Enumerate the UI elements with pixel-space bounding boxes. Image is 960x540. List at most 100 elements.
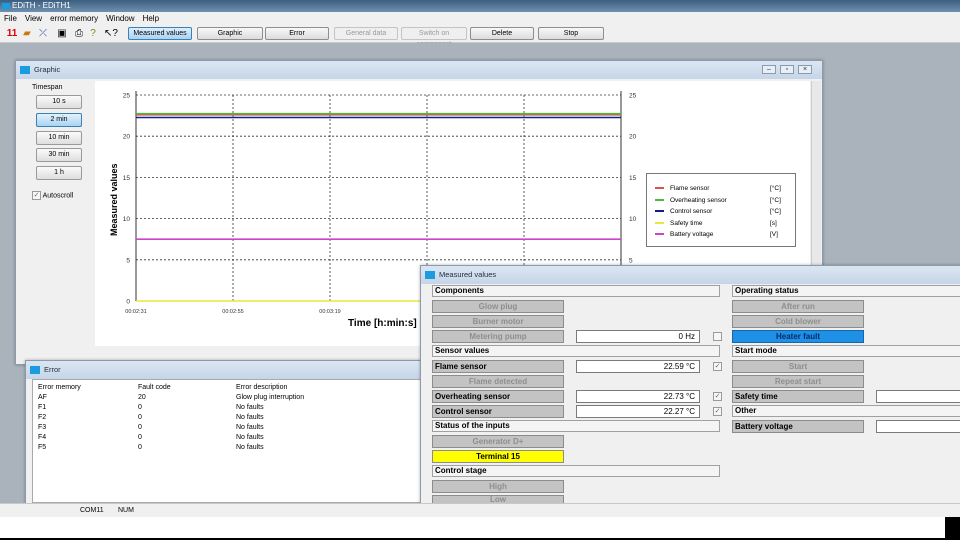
- flame-sensor-checkbox[interactable]: ✓: [713, 362, 722, 371]
- operating-status-header: Operating status: [732, 285, 960, 297]
- menu-file[interactable]: File: [4, 14, 17, 23]
- x-tick-label: 00:02:55: [222, 309, 243, 315]
- error-row[interactable]: F1 0 No faults: [38, 402, 428, 412]
- error-button[interactable]: Error: [265, 27, 329, 40]
- help-icon[interactable]: ?: [90, 28, 96, 39]
- battery-voltage-value: [876, 420, 960, 433]
- vertical-scrollbar[interactable]: [811, 81, 821, 361]
- fault-code-cell: 0: [138, 443, 142, 451]
- menu-bar: File View error memory Window Help: [0, 12, 960, 25]
- error-description-cell: Glow plug interruption: [236, 393, 305, 401]
- error-row[interactable]: F4 0 No faults: [38, 432, 428, 442]
- legend-entry: Safety time [s]: [655, 219, 777, 229]
- graphic-button[interactable]: Graphic: [197, 27, 263, 40]
- save-icon[interactable]: ▣: [57, 28, 67, 39]
- menu-view[interactable]: View: [24, 14, 43, 23]
- error-row[interactable]: AF 20 Glow plug interruption: [38, 392, 428, 402]
- error-row[interactable]: F3 0 No faults: [38, 422, 428, 432]
- autoscroll-checkbox[interactable]: ✓ Autoscroll: [32, 191, 73, 200]
- burner-motor-indicator: Burner motor: [432, 315, 564, 328]
- legend-unit: [°C]: [770, 185, 781, 192]
- control-sensor-label: Control sensor: [432, 405, 564, 418]
- app-title: EDiTH - EDiTH1: [12, 1, 71, 10]
- after-run-indicator: After run: [732, 300, 864, 313]
- error-memory-cell: AF: [38, 393, 47, 401]
- restore-icon[interactable]: ▫: [780, 65, 794, 74]
- y-tick-label-right: 25: [629, 93, 637, 100]
- overheating-sensor-label: Overheating sensor: [432, 390, 564, 403]
- graphic-window-title-bar[interactable]: Graphic – ▫ ×: [16, 61, 822, 79]
- checkbox-check-icon: ✓: [32, 191, 41, 200]
- status-inputs-header: Status of the inputs: [432, 420, 720, 432]
- window-icon: [20, 66, 30, 74]
- app-icon: [2, 3, 10, 9]
- error-row[interactable]: F2 0 No faults: [38, 412, 428, 422]
- legend-swatch: [655, 210, 664, 213]
- legend-entry: Control sensor [°C]: [655, 207, 781, 217]
- timespan-1h-button[interactable]: 1 h: [36, 166, 82, 180]
- y-tick-label: 0: [126, 299, 130, 306]
- measured-values-button[interactable]: Measured values: [128, 27, 192, 40]
- menu-window[interactable]: Window: [106, 14, 135, 23]
- red-numbers-icon[interactable]: 11: [6, 28, 18, 39]
- control-sensor-checkbox[interactable]: ✓: [713, 407, 722, 416]
- print-icon[interactable]: ⎙: [75, 28, 83, 39]
- menu-error-memory[interactable]: error memory: [50, 14, 99, 23]
- legend-unit: [s]: [770, 219, 777, 227]
- terminal-15-indicator: Terminal 15: [432, 450, 564, 463]
- high-indicator: High: [432, 480, 564, 493]
- legend-swatch: [655, 198, 664, 201]
- timespan-2min-button[interactable]: 2 min: [36, 113, 82, 127]
- error-memory-cell: F4: [38, 433, 47, 441]
- delete-button[interactable]: Delete: [470, 27, 534, 40]
- metering-pump-value: 0 Hz: [576, 330, 700, 343]
- context-help-icon[interactable]: ↖?: [104, 28, 118, 39]
- app-title-bar: EDiTH - EDiTH1: [0, 0, 960, 12]
- menu-help[interactable]: Help: [142, 14, 160, 23]
- stop-button[interactable]: Stop: [538, 27, 604, 40]
- overheating-sensor-checkbox[interactable]: ✓: [713, 392, 722, 401]
- connect-icon[interactable]: ⤫: [39, 28, 47, 39]
- y-tick-label-right: 5: [629, 257, 633, 264]
- fault-code-cell: 0: [138, 423, 142, 431]
- sensor-values-header: Sensor values: [432, 345, 720, 357]
- legend-swatch: [655, 221, 664, 224]
- flame-sensor-value: 22.59 °C: [576, 360, 700, 373]
- fault-code-cell: 20: [138, 393, 146, 401]
- switch-on-component-button[interactable]: Switch on component: [401, 27, 467, 48]
- graphic-window-title: Graphic: [34, 65, 61, 74]
- status-bar: COM11 NUM: [0, 503, 960, 517]
- metering-pump-checkbox[interactable]: [713, 332, 722, 341]
- timespan-10s-button[interactable]: 10 s: [36, 95, 82, 109]
- legend-label: Overheating sensor: [670, 196, 727, 204]
- measured-values-title-bar[interactable]: Measured values: [421, 266, 960, 284]
- error-row[interactable]: F5 0 No faults: [38, 442, 428, 452]
- legend-entry: Flame sensor [°C]: [655, 184, 781, 194]
- safety-time-value: [876, 390, 960, 403]
- legend-label: Battery voltage: [670, 231, 714, 238]
- close-icon[interactable]: ×: [798, 65, 812, 74]
- legend-label: Control sensor: [670, 208, 713, 215]
- timespan-10min-button[interactable]: 10 min: [36, 131, 82, 145]
- minimize-icon[interactable]: –: [762, 65, 776, 74]
- general-data-button[interactable]: General data: [334, 27, 398, 40]
- column-error-description[interactable]: Error description: [236, 383, 288, 391]
- y-tick-label: 10: [123, 216, 131, 223]
- error-window-title-bar[interactable]: Error: [26, 361, 434, 379]
- y-tick-label-right: 20: [629, 134, 637, 141]
- y-tick-label: 25: [123, 93, 131, 100]
- y-tick-label: 5: [126, 257, 130, 264]
- y-axis-label: Measured values: [109, 163, 119, 236]
- column-fault-code[interactable]: Fault code: [138, 383, 171, 391]
- y-tick-label-right: 10: [629, 216, 637, 223]
- open-folder-icon[interactable]: ▰: [23, 28, 31, 39]
- generator-indicator: Generator D+: [432, 435, 564, 448]
- repeat-start-indicator: Repeat start: [732, 375, 864, 388]
- error-memory-cell: F1: [38, 403, 47, 411]
- column-error-memory[interactable]: Error memory: [38, 383, 81, 391]
- legend-label: Safety time: [670, 219, 703, 227]
- command-area[interactable]: [0, 517, 945, 538]
- timespan-30min-button[interactable]: 30 min: [36, 148, 82, 162]
- legend-unit: [°C]: [770, 208, 781, 215]
- glow-plug-indicator: Glow plug: [432, 300, 564, 313]
